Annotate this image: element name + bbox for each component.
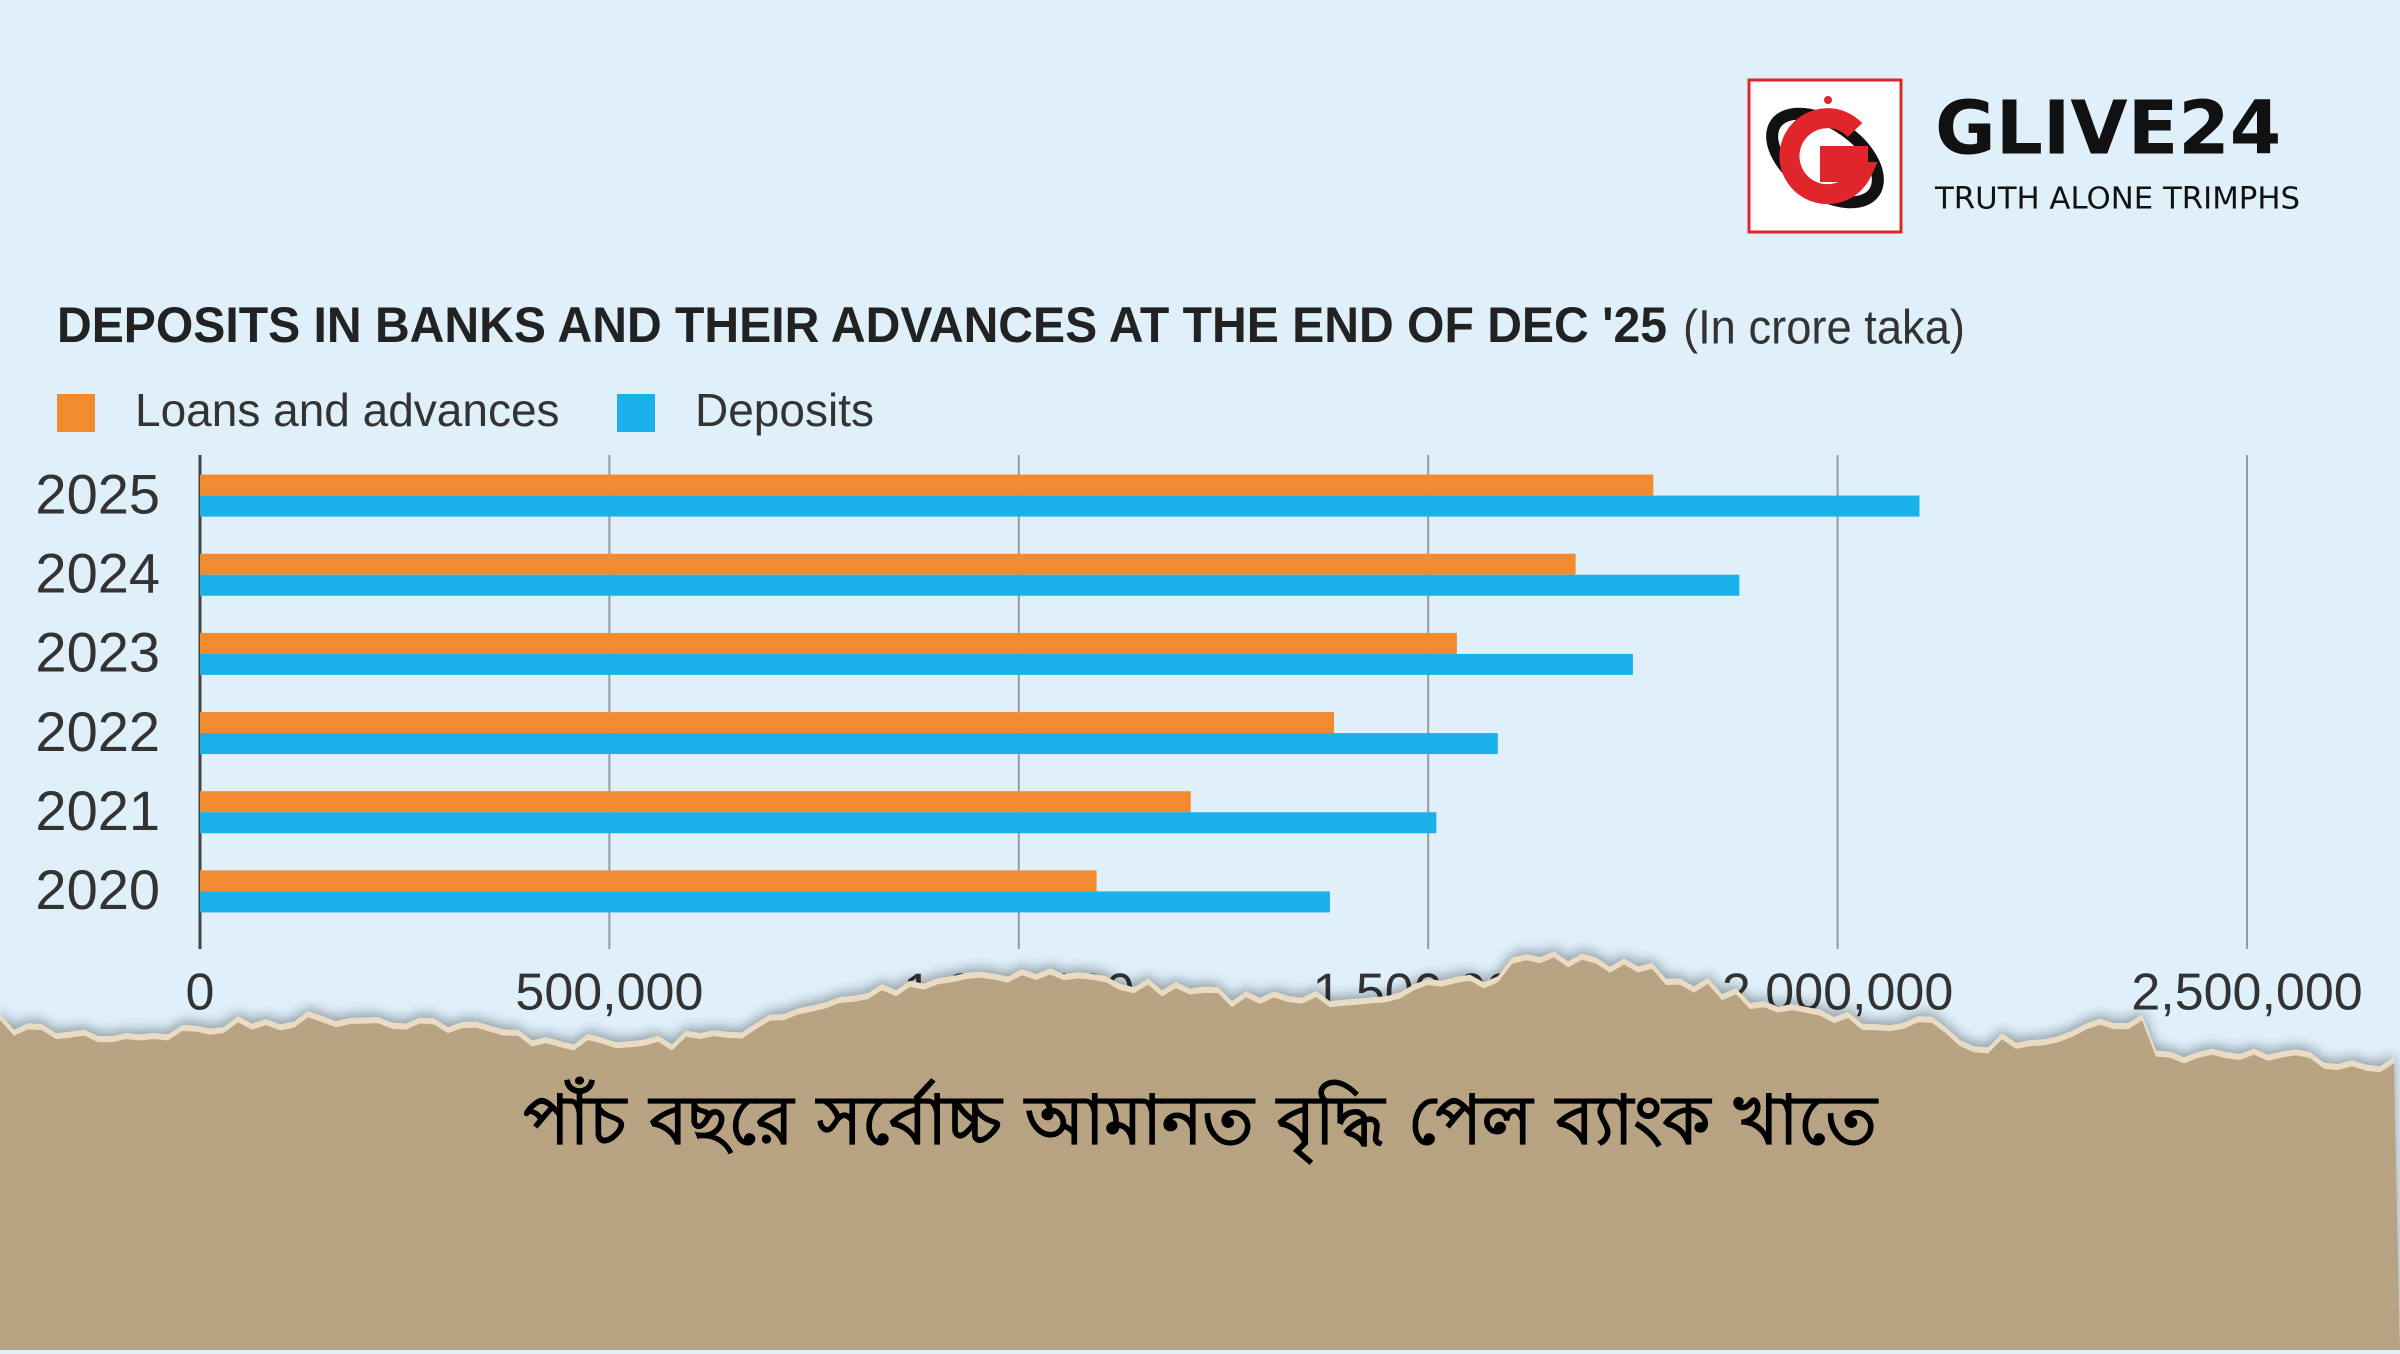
bar bbox=[200, 733, 1498, 755]
bar bbox=[200, 653, 1633, 675]
logo-g bbox=[1779, 108, 1878, 205]
legend-label: Deposits bbox=[695, 384, 874, 436]
brand-tagline: TRUTH ALONE TRIMPHS bbox=[1934, 182, 2300, 217]
legend-swatch bbox=[57, 394, 95, 432]
bar bbox=[200, 712, 1335, 734]
chart-title: DEPOSITS IN BANKS AND THEIR ADVANCES AT … bbox=[57, 297, 1667, 353]
legend-swatch bbox=[617, 394, 655, 432]
y-tick-label: 2024 bbox=[35, 542, 160, 605]
bar bbox=[200, 474, 1654, 496]
bar bbox=[200, 574, 1740, 596]
bar bbox=[200, 632, 1457, 654]
bar bbox=[200, 812, 1437, 834]
y-tick-label: 2025 bbox=[35, 462, 160, 525]
x-tick-label: 500,000 bbox=[515, 964, 703, 1022]
bar bbox=[200, 791, 1191, 813]
x-tick-label: 0 bbox=[186, 964, 215, 1022]
logo-dot bbox=[1824, 96, 1832, 104]
paper-body bbox=[0, 957, 2400, 1350]
bar bbox=[200, 495, 1920, 517]
y-tick-label: 2021 bbox=[35, 779, 160, 842]
legend-label: Loans and advances bbox=[135, 384, 560, 436]
bar bbox=[200, 891, 1330, 913]
y-tick-label: 2023 bbox=[35, 621, 160, 684]
x-tick-label: 2,500,000 bbox=[2131, 964, 2362, 1022]
bar bbox=[200, 553, 1576, 575]
torn-paper bbox=[0, 951, 2400, 1350]
y-tick-label: 2020 bbox=[35, 858, 160, 921]
logo: GLIVE24 TRUTH ALONE TRIMPHS bbox=[1747, 78, 2300, 234]
brand-name: GLIVE24 bbox=[1935, 86, 2281, 172]
y-tick-label: 2022 bbox=[35, 700, 160, 763]
chart-subtitle: (In crore taka) bbox=[1683, 302, 1965, 355]
bar bbox=[200, 870, 1097, 892]
headline: পাঁচ বছরে সর্বোচ্চ আমানত বৃদ্ধি পেল ব্যা… bbox=[523, 1076, 1878, 1166]
